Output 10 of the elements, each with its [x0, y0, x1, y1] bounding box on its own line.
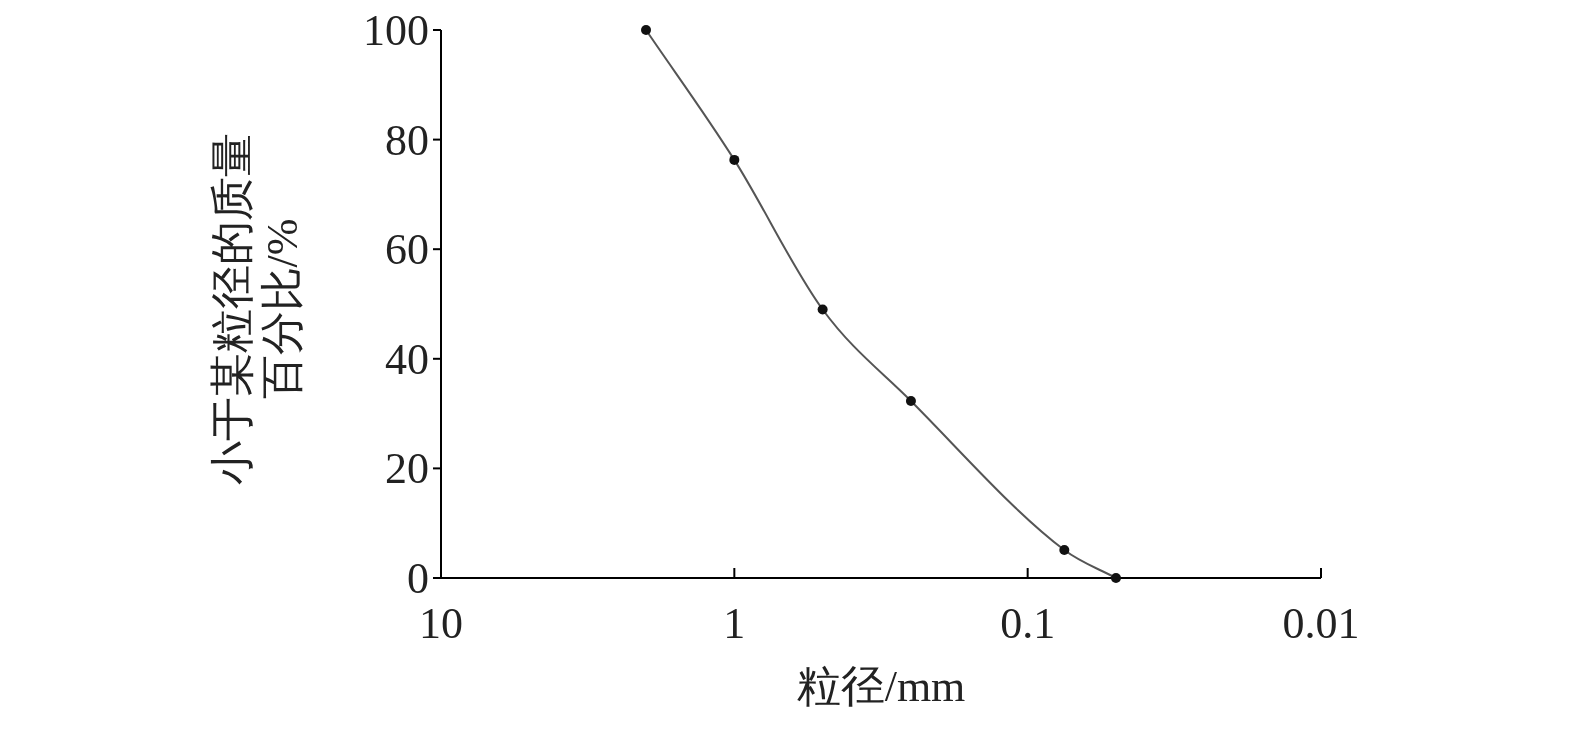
y-tick-label: 20 — [385, 444, 429, 494]
y-tick-label: 40 — [385, 334, 429, 384]
y-tick-label: 60 — [385, 225, 429, 275]
x-tick-label: 1 — [723, 599, 746, 648]
y-tick-label: 100 — [363, 6, 429, 55]
y-axis-title: 小于某粒径的质量百分比/% — [208, 132, 308, 487]
x-tick-label: 0.1 — [1000, 599, 1056, 648]
y-tick-label: 80 — [385, 115, 429, 165]
x-tick-label: 0.01 — [1282, 599, 1360, 648]
x-axis-title: 粒径/mm — [795, 662, 967, 711]
